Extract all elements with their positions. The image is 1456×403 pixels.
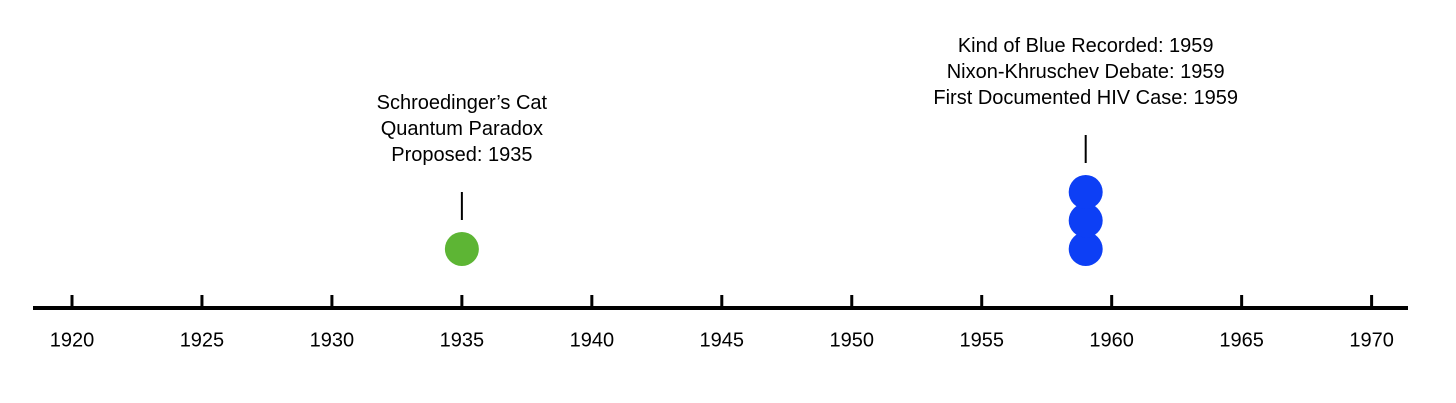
x-tick-label: 1935 [440,329,485,351]
x-tick-label: 1945 [700,329,745,351]
event-label: Schroedinger’s Cat Quantum Paradox Propo… [376,92,548,166]
x-tick-label: 1920 [50,329,95,351]
event-label-group: Kind of Blue Recorded: 1959 Nixon-Khrusch… [886,33,1286,111]
x-tick-label: 1925 [180,329,225,351]
x-tick-label: 1970 [1349,329,1394,351]
event-dot [1068,232,1103,266]
event-dot [1068,175,1103,209]
event-label-group: Schroedinger’s Cat Quantum Paradox Propo… [362,90,562,168]
x-tick-label: 1960 [1089,329,1134,351]
event-label: Kind of Blue Recorded: 1959 [957,35,1214,57]
event-label: Nixon-Khruschev Debate: 1959 [946,61,1225,83]
x-tick-label: 1955 [959,329,1004,351]
x-tick-label: 1940 [570,329,615,351]
event-dot [1068,203,1103,238]
x-tick-label: 1965 [1219,329,1264,351]
event-dot [444,232,479,266]
event-label: First Documented HIV Case: 1959 [933,87,1238,109]
x-tick-label: 1950 [830,329,875,351]
x-tick-label: 1930 [310,329,355,351]
